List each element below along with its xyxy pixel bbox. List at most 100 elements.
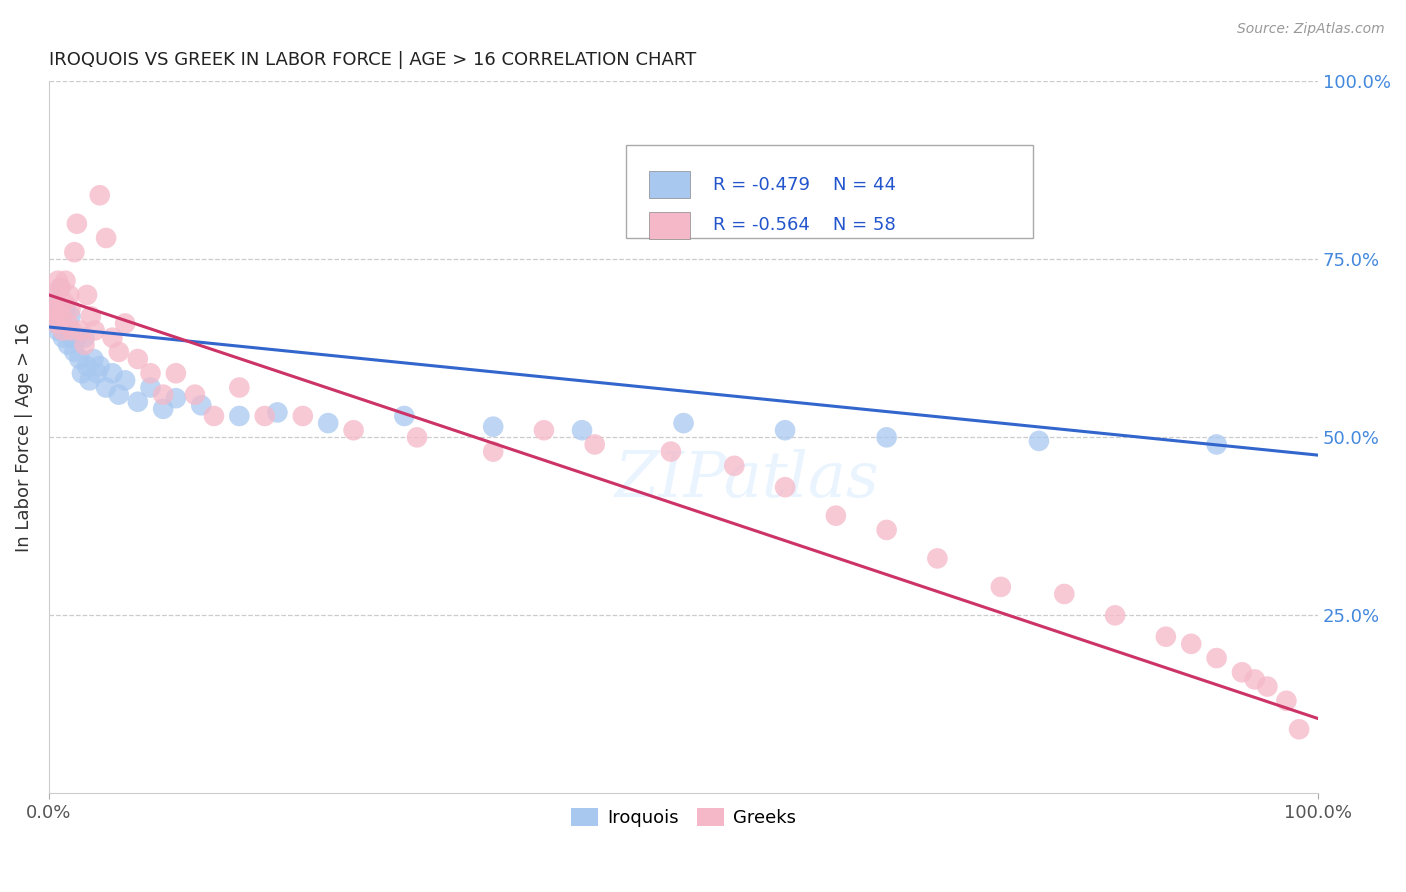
Point bbox=[55, 274, 77, 288]
Point bbox=[773, 480, 796, 494]
Point bbox=[63, 245, 86, 260]
Point bbox=[56, 338, 79, 352]
Point bbox=[45, 317, 67, 331]
Point bbox=[1230, 665, 1253, 680]
Point bbox=[67, 351, 90, 366]
Point bbox=[59, 310, 82, 324]
Point bbox=[56, 317, 79, 331]
Point bbox=[52, 331, 75, 345]
Point bbox=[107, 387, 129, 401]
Point bbox=[66, 331, 89, 345]
Point bbox=[107, 345, 129, 359]
Point bbox=[1256, 680, 1278, 694]
Point bbox=[139, 380, 162, 394]
Point bbox=[45, 317, 67, 331]
Text: IROQUOIS VS GREEK IN LABOR FORCE | AGE > 16 CORRELATION CHART: IROQUOIS VS GREEK IN LABOR FORCE | AGE >… bbox=[49, 51, 696, 69]
Point bbox=[672, 416, 695, 430]
Point bbox=[876, 430, 898, 444]
Point bbox=[266, 405, 288, 419]
Point bbox=[291, 409, 314, 423]
Point bbox=[927, 551, 949, 566]
Point bbox=[89, 188, 111, 202]
Point bbox=[253, 409, 276, 423]
FancyBboxPatch shape bbox=[627, 145, 1032, 238]
Point bbox=[583, 437, 606, 451]
Y-axis label: In Labor Force | Age > 16: In Labor Force | Age > 16 bbox=[15, 323, 32, 552]
Point bbox=[876, 523, 898, 537]
Text: ZIPatlas: ZIPatlas bbox=[614, 450, 879, 511]
Point bbox=[80, 310, 103, 324]
Point bbox=[342, 423, 364, 437]
Point bbox=[52, 324, 75, 338]
Point bbox=[83, 324, 105, 338]
Point bbox=[1205, 437, 1227, 451]
Point bbox=[184, 387, 207, 401]
Point bbox=[76, 359, 98, 373]
Point bbox=[228, 409, 250, 423]
Point bbox=[73, 331, 96, 345]
Point bbox=[82, 351, 104, 366]
Point bbox=[152, 401, 174, 416]
Point bbox=[202, 409, 225, 423]
Text: R = -0.479    N = 44: R = -0.479 N = 44 bbox=[713, 176, 896, 194]
FancyBboxPatch shape bbox=[650, 211, 690, 239]
Point bbox=[86, 366, 108, 380]
Point bbox=[66, 217, 89, 231]
Point bbox=[94, 231, 117, 245]
Point bbox=[659, 444, 682, 458]
Point bbox=[190, 398, 212, 412]
Point bbox=[990, 580, 1012, 594]
Point bbox=[1205, 651, 1227, 665]
Point bbox=[60, 324, 83, 338]
FancyBboxPatch shape bbox=[650, 171, 690, 198]
Point bbox=[49, 281, 72, 295]
Point bbox=[394, 409, 416, 423]
Point bbox=[723, 458, 745, 473]
Point bbox=[76, 288, 98, 302]
Point bbox=[58, 288, 80, 302]
Point bbox=[139, 366, 162, 380]
Point bbox=[101, 366, 124, 380]
Point bbox=[89, 359, 111, 373]
Point bbox=[1288, 723, 1310, 737]
Point bbox=[48, 302, 70, 317]
Point bbox=[42, 310, 65, 324]
Point bbox=[482, 419, 505, 434]
Point bbox=[44, 288, 66, 302]
Point bbox=[79, 373, 101, 387]
Point bbox=[114, 317, 136, 331]
Point bbox=[127, 351, 149, 366]
Point bbox=[482, 444, 505, 458]
Point bbox=[571, 423, 593, 437]
Point bbox=[69, 324, 91, 338]
Point bbox=[1154, 630, 1177, 644]
Point bbox=[101, 331, 124, 345]
Point bbox=[70, 366, 93, 380]
Text: R = -0.564    N = 58: R = -0.564 N = 58 bbox=[713, 216, 896, 235]
Point bbox=[1243, 673, 1265, 687]
Point bbox=[46, 274, 69, 288]
Point bbox=[1180, 637, 1202, 651]
Point bbox=[42, 302, 65, 317]
Point bbox=[533, 423, 555, 437]
Point bbox=[48, 302, 70, 317]
Point bbox=[406, 430, 429, 444]
Point bbox=[58, 324, 80, 338]
Point bbox=[51, 310, 73, 324]
Point bbox=[228, 380, 250, 394]
Point bbox=[165, 366, 187, 380]
Point bbox=[1104, 608, 1126, 623]
Point bbox=[44, 295, 66, 310]
Point bbox=[152, 387, 174, 401]
Legend: Iroquois, Greeks: Iroquois, Greeks bbox=[564, 800, 803, 834]
Point bbox=[316, 416, 339, 430]
Point bbox=[49, 281, 72, 295]
Point bbox=[824, 508, 846, 523]
Point bbox=[53, 324, 76, 338]
Point bbox=[165, 391, 187, 405]
Point bbox=[773, 423, 796, 437]
Point bbox=[51, 317, 73, 331]
Point bbox=[63, 345, 86, 359]
Point bbox=[42, 310, 65, 324]
Point bbox=[1275, 694, 1298, 708]
